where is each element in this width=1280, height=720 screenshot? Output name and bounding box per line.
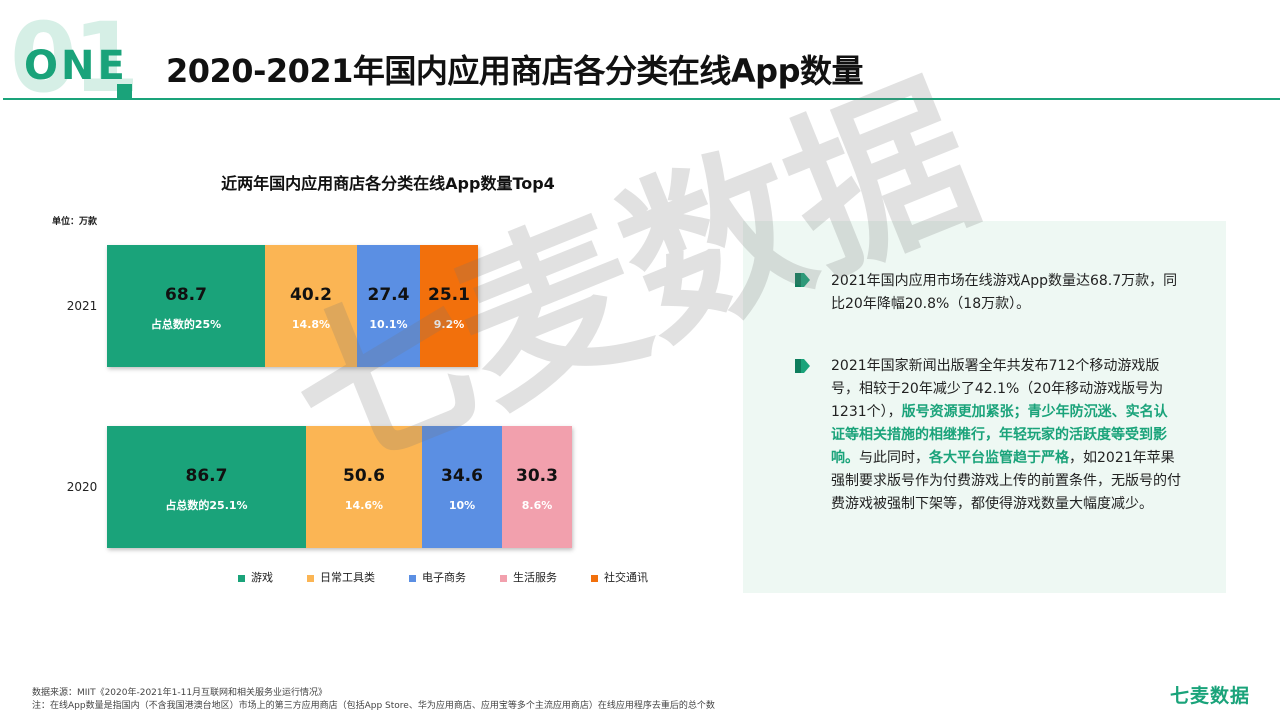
legend-label: 社交通讯 — [604, 571, 648, 584]
bar-segment: 30.3 8.6% — [502, 426, 572, 548]
data-label-share: 8.6% — [521, 499, 553, 512]
legend-swatch — [591, 574, 598, 582]
data-label-value: 40.2 — [290, 285, 332, 305]
insight-text: ，如2021年苹果强制要求版号作为付费游戏上传的前置条件，无版号的付费游戏被强制… — [831, 450, 1181, 512]
data-label-value: 68.7 — [165, 285, 207, 305]
bar-segment: 25.1 9.2% — [420, 245, 478, 367]
legend-swatch — [409, 574, 416, 582]
legend-item: 生活服务 — [500, 571, 557, 585]
data-label-share: 9.2% — [433, 318, 465, 331]
data-label-share: 占总数的25% — [150, 318, 222, 331]
insight-highlight: 各大平台监管趋于严格 — [929, 450, 1069, 466]
header-divider — [3, 98, 1280, 100]
data-label-value: 50.6 — [343, 466, 385, 486]
bar-segment: 27.4 10.1% — [357, 245, 420, 367]
section-word: ONE — [24, 43, 128, 89]
data-label-value: 34.6 — [441, 466, 483, 486]
legend-label: 生活服务 — [513, 571, 557, 584]
data-label-value: 27.4 — [367, 285, 410, 305]
page-title: 2020-2021年国内应用商店各分类在线App数量 — [166, 52, 864, 90]
legend-item: 日常工具类 — [307, 571, 375, 585]
chart-title: 近两年国内应用商店各分类在线App数量Top4 — [221, 174, 555, 193]
legend-item: 游戏 — [238, 571, 273, 585]
brand-logo: 七麦数据 — [1170, 685, 1251, 707]
insight-paragraph-1: 2021年国内应用市场在线游戏App数量达68.7万款，同比20年降幅20.8%… — [831, 273, 1178, 312]
legend-swatch — [238, 574, 245, 582]
definition-note: 注：在线App数量是指国内（不含我国港澳台地区）市场上的第三方应用商店（包括Ap… — [32, 701, 715, 711]
bar-row-2020: 86.7 占总数的25.1% 50.6 14.6% 34.6 10% 30.3 8.6% — [107, 426, 572, 548]
bar-row-2021: 68.7 占总数的25% 40.2 14.8% 27.4 10.1% 25.1 9.2% — [107, 245, 478, 367]
data-label-share: 14.6% — [344, 499, 384, 512]
legend-item: 社交通讯 — [591, 571, 648, 585]
insight-highlight: 版号资源更加紧张；青少年防沉迷、实名认证等相关措施的相继推行，年轻玩家的活跃度等… — [831, 404, 1168, 466]
insight-text: 2021年国家新闻出版署全年共发布712个移动游戏版号，相较于20年减少了42.… — [831, 358, 1164, 420]
year-label-2021: 2021 — [66, 299, 98, 313]
data-label-value: 30.3 — [516, 466, 558, 486]
insight-text: 与此同时， — [859, 450, 929, 466]
legend-label: 电子商务 — [422, 571, 466, 584]
section-marker — [117, 84, 132, 99]
legend-swatch — [500, 574, 507, 582]
bullet-arrow-icon — [795, 359, 810, 373]
chart-legend: 游戏 日常工具类 电子商务 生活服务 社交通讯 — [238, 570, 648, 586]
bar-segment: 68.7 占总数的25% — [107, 245, 265, 367]
data-label-value: 25.1 — [428, 285, 470, 305]
bullet-arrow-icon — [795, 273, 810, 287]
bar-segment: 34.6 10% — [422, 426, 502, 548]
bar-segment: 86.7 占总数的25.1% — [107, 426, 306, 548]
legend-swatch — [307, 574, 314, 582]
data-label-share: 10.1% — [369, 318, 408, 331]
year-label-2020: 2020 — [66, 480, 98, 494]
data-label-share: 占总数的25.1% — [165, 499, 248, 512]
bar-segment: 40.2 14.8% — [265, 245, 357, 367]
insight-panel: 2021年国内应用市场在线游戏App数量达68.7万款，同比20年降幅20.8%… — [743, 221, 1226, 593]
legend-label: 游戏 — [251, 571, 273, 584]
insight-paragraph-2: 2021年国家新闻出版署全年共发布712个移动游戏版号，相较于20年减少了42.… — [831, 355, 1181, 516]
source-note: 数据来源：MIIT《2020年-2021年1-11月互联网和相关服务业运行情况》 — [32, 688, 328, 698]
legend-label: 日常工具类 — [320, 571, 375, 584]
chart-unit-label: 单位：万款 — [52, 217, 98, 227]
legend-item: 电子商务 — [409, 571, 466, 585]
bar-segment: 50.6 14.6% — [306, 426, 422, 548]
data-label-share: 14.8% — [291, 318, 331, 331]
data-label-share: 10% — [448, 499, 476, 512]
data-label-value: 86.7 — [185, 466, 228, 486]
